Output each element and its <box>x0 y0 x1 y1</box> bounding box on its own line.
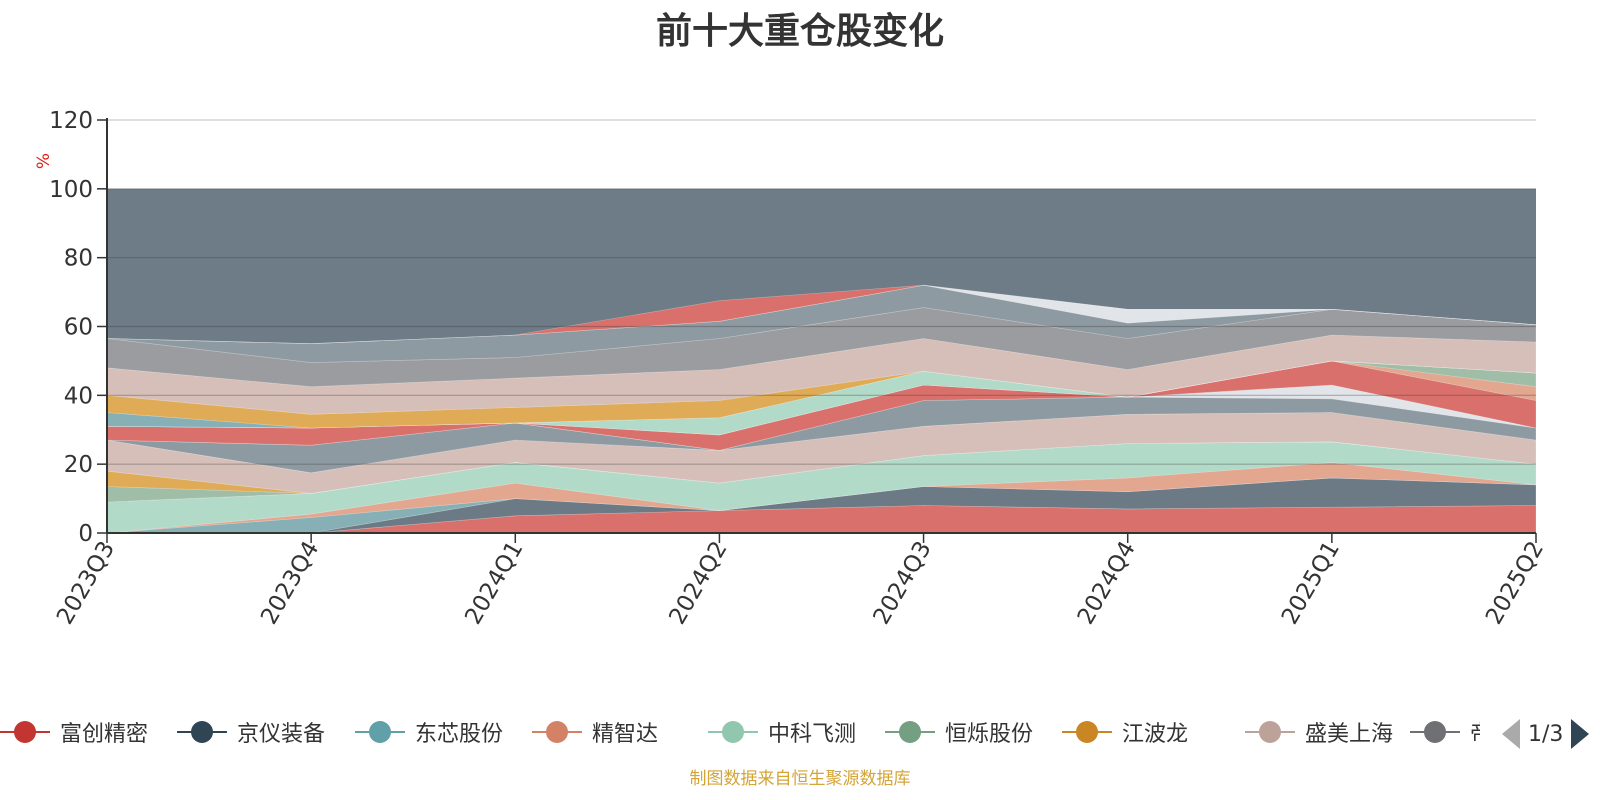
x-tick-label: 2025Q2 <box>1481 537 1549 629</box>
y-axis-label: % <box>34 153 54 169</box>
legend-label: 精智达 <box>592 722 659 747</box>
legend-item[interactable]: 富创精密 <box>0 712 148 752</box>
x-tick-label: 2024Q3 <box>869 537 937 629</box>
legend-next-page-icon[interactable] <box>1571 719 1590 749</box>
legend-marker-icon <box>708 718 758 746</box>
legend-prev-page-icon[interactable] <box>1502 719 1520 749</box>
x-tick-label: 2023Q3 <box>52 537 120 629</box>
y-tick-label: 0 <box>78 521 93 547</box>
y-tick-label: 100 <box>49 177 93 203</box>
y-tick-label: 20 <box>64 452 93 478</box>
y-tick-label: 120 <box>49 108 93 134</box>
series-layer <box>106 284 1537 534</box>
y-tick-label: 40 <box>64 383 93 409</box>
x-tick-label: 2025Q1 <box>1277 537 1345 629</box>
legend-label: 江波龙 <box>1122 722 1189 747</box>
x-tick-label: 2023Q4 <box>256 537 324 629</box>
legend: 富创精密 京仪装备 东芯股份 精智达 中科飞测 恒烁股份 江波龙 盛美上海 帝科股份 <box>0 712 1480 752</box>
legend-marker-icon <box>1062 718 1112 746</box>
legend-label: 恒烁股份 <box>945 722 1034 747</box>
series-area-20 <box>106 284 1537 345</box>
legend-item[interactable]: 精智达 <box>532 712 658 752</box>
legend-label: 中科飞测 <box>768 722 857 747</box>
legend-label: 京仪装备 <box>237 722 326 747</box>
legend-label: 帝科股份 <box>1470 716 1480 748</box>
grid-layer <box>107 119 1536 465</box>
series-area-6 <box>106 441 1537 494</box>
x-tick-label: 2024Q1 <box>460 537 528 629</box>
series-area-17 <box>106 307 1537 388</box>
legend-item[interactable]: 中科飞测 <box>708 712 856 752</box>
series-area-1 <box>107 477 1537 534</box>
legend-label: 富创精密 <box>60 722 149 747</box>
y-tick-label: 60 <box>64 315 93 341</box>
legend-page-indicator: 1/3 <box>1528 721 1564 747</box>
legend-pager: 1/3 <box>1502 716 1590 752</box>
legend-marker-icon <box>885 718 935 746</box>
legend-item[interactable]: 帝科股份 <box>1410 712 1480 752</box>
source-note: 制图数据来自恒生聚源数据库 <box>689 769 911 789</box>
legend-item[interactable]: 京仪装备 <box>177 712 325 752</box>
x-tick-label: 2024Q2 <box>664 537 732 629</box>
legend-marker-icon <box>355 718 405 746</box>
legend-marker-icon <box>177 718 227 746</box>
legend-item[interactable]: 东芯股份 <box>355 712 503 752</box>
series-area-4 <box>106 441 1537 534</box>
legend-item[interactable]: 江波龙 <box>1062 712 1188 752</box>
legend-marker-icon <box>1410 718 1460 746</box>
series-area-7 <box>106 412 1537 494</box>
legend-marker-icon <box>0 718 50 746</box>
y-tick-label: 80 <box>64 246 93 272</box>
legend-label: 盛美上海 <box>1305 722 1394 747</box>
legend-item[interactable]: 恒烁股份 <box>885 712 1033 752</box>
series-area-15 <box>106 360 1537 429</box>
series-area-12 <box>106 360 1537 436</box>
legend-item[interactable]: 盛美上海 <box>1245 712 1393 752</box>
chart-title: 前十大重仓股变化 <box>655 11 944 52</box>
series-area-10 <box>106 360 1537 451</box>
legend-marker-icon <box>1245 718 1295 746</box>
legend-label: 东芯股份 <box>415 722 504 747</box>
legend-marker-icon <box>532 718 582 746</box>
series-area-5 <box>106 441 1537 503</box>
x-tick-label: 2024Q4 <box>1073 537 1141 629</box>
series-area-8 <box>106 396 1537 474</box>
series-area-11 <box>106 360 1537 436</box>
